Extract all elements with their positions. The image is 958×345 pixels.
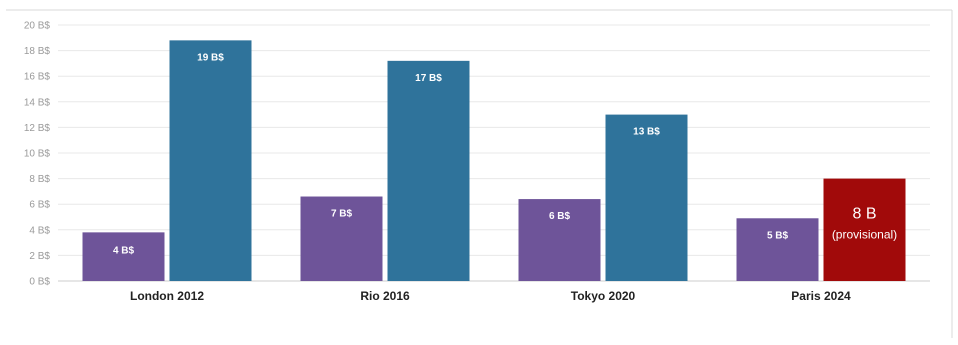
bar: [82, 232, 165, 281]
y-tick-label: 0 B$: [29, 277, 50, 288]
x-category-label: London 2012: [130, 289, 204, 303]
y-tick-label: 2 B$: [29, 251, 50, 262]
bar: [387, 60, 470, 282]
bar-value-label: 5 B$: [767, 230, 789, 241]
y-tick-label: 18 B$: [24, 46, 51, 57]
bar: [169, 40, 252, 281]
y-tick-label: 14 B$: [24, 97, 51, 108]
y-tick-label: 12 B$: [24, 123, 51, 134]
bar-value-label: 4 B$: [113, 245, 135, 256]
bar-value-label: 7 B$: [331, 209, 353, 220]
bar: [823, 178, 906, 281]
bar: [518, 199, 601, 281]
bar-value-label: 6 B$: [549, 211, 571, 222]
bar-value-label: 13 B$: [633, 127, 660, 138]
bar: [736, 218, 819, 281]
bar-value-label: 17 B$: [415, 73, 442, 84]
y-tick-label: 16 B$: [24, 72, 51, 83]
y-tick-label: 10 B$: [24, 149, 51, 160]
y-tick-label: 6 B$: [29, 200, 50, 211]
x-category-label: Rio 2016: [360, 289, 410, 303]
bar-annotation-label: (provisional): [832, 228, 897, 242]
x-category-label: Paris 2024: [791, 289, 851, 303]
bar-value-label: 8 B: [852, 206, 876, 223]
bar-value-label: 19 B$: [197, 52, 224, 63]
bar: [300, 196, 383, 281]
y-tick-label: 20 B$: [24, 21, 51, 32]
y-tick-label: 8 B$: [29, 174, 50, 185]
bar: [605, 114, 688, 281]
x-category-label: Tokyo 2020: [571, 289, 636, 303]
y-tick-label: 4 B$: [29, 225, 50, 236]
